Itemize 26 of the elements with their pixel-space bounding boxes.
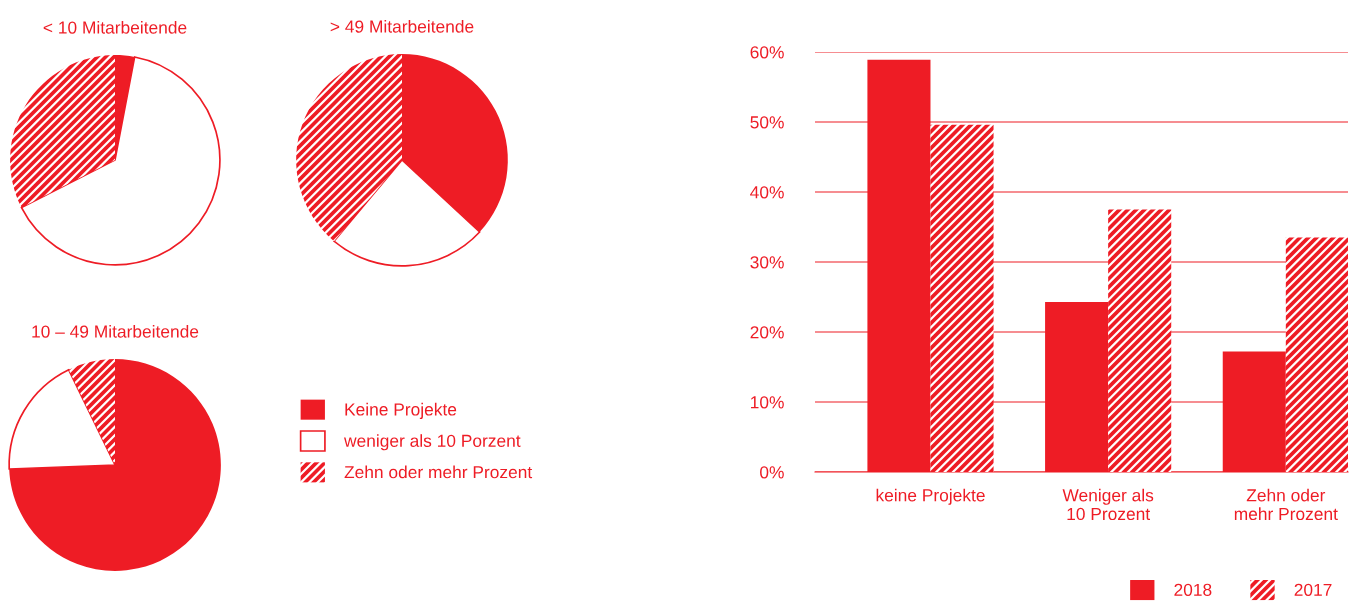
x-tick-label: keine Projekte bbox=[876, 488, 985, 505]
y-tick-label: 0% bbox=[760, 466, 784, 479]
chart-title: < 10 Mitarbeitende bbox=[43, 20, 187, 34]
chart-title: > 49 Mitarbeitende bbox=[330, 19, 474, 33]
y-tick-label: 30% bbox=[750, 256, 784, 269]
legend-label: 2018 bbox=[1174, 583, 1212, 596]
y-tick-label: 60% bbox=[750, 46, 784, 59]
y-tick-label: 40% bbox=[750, 186, 784, 199]
pie-slice bbox=[9, 359, 221, 571]
y-tick-label: 10% bbox=[751, 396, 784, 409]
y-tick-label: 50% bbox=[750, 116, 784, 129]
chart-title: 10 – 49 Mitarbeitende bbox=[32, 324, 199, 338]
pie-slice bbox=[10, 55, 115, 208]
pie-slice bbox=[68, 359, 115, 465]
bar bbox=[1108, 209, 1172, 472]
bar bbox=[1285, 237, 1348, 472]
x-tick-label: Zehn oder mehr Prozent bbox=[1234, 488, 1338, 521]
legend-label: Zehn oder mehr Prozent bbox=[344, 465, 533, 479]
y-tick-label: 20% bbox=[750, 326, 784, 339]
bar bbox=[930, 124, 994, 472]
legend-label: weniger als 10 Porzent bbox=[344, 434, 521, 451]
legend-label: Keine Projekte bbox=[345, 402, 457, 420]
pie-slice bbox=[20, 56, 221, 266]
x-tick-label: Weniger als 10 Prozent bbox=[1062, 488, 1154, 521]
pie-slice bbox=[296, 54, 402, 242]
legend-label: 2017 bbox=[1294, 583, 1332, 596]
